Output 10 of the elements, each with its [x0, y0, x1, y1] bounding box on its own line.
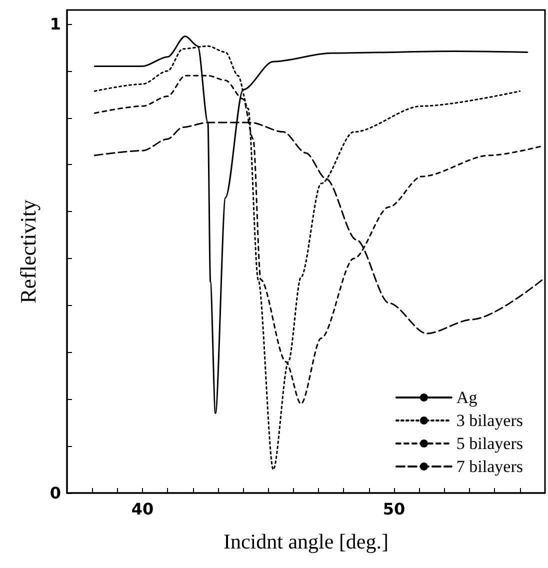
x-axis-title: Incidnt angle [deg.]: [223, 530, 389, 554]
legend-label: 7 bilayers: [456, 457, 524, 476]
y-tick-label: 1: [50, 14, 61, 34]
x-tick-label: 40: [131, 500, 154, 518]
y-tick-label: 0: [50, 484, 61, 502]
y-axis-title: Reflectivity: [15, 200, 40, 304]
legend-label: Ag: [456, 388, 478, 407]
legend-label: 5 bilayers: [456, 434, 524, 453]
legend-label: 3 bilayers: [456, 411, 524, 430]
x-tick-label: 50: [382, 500, 406, 518]
